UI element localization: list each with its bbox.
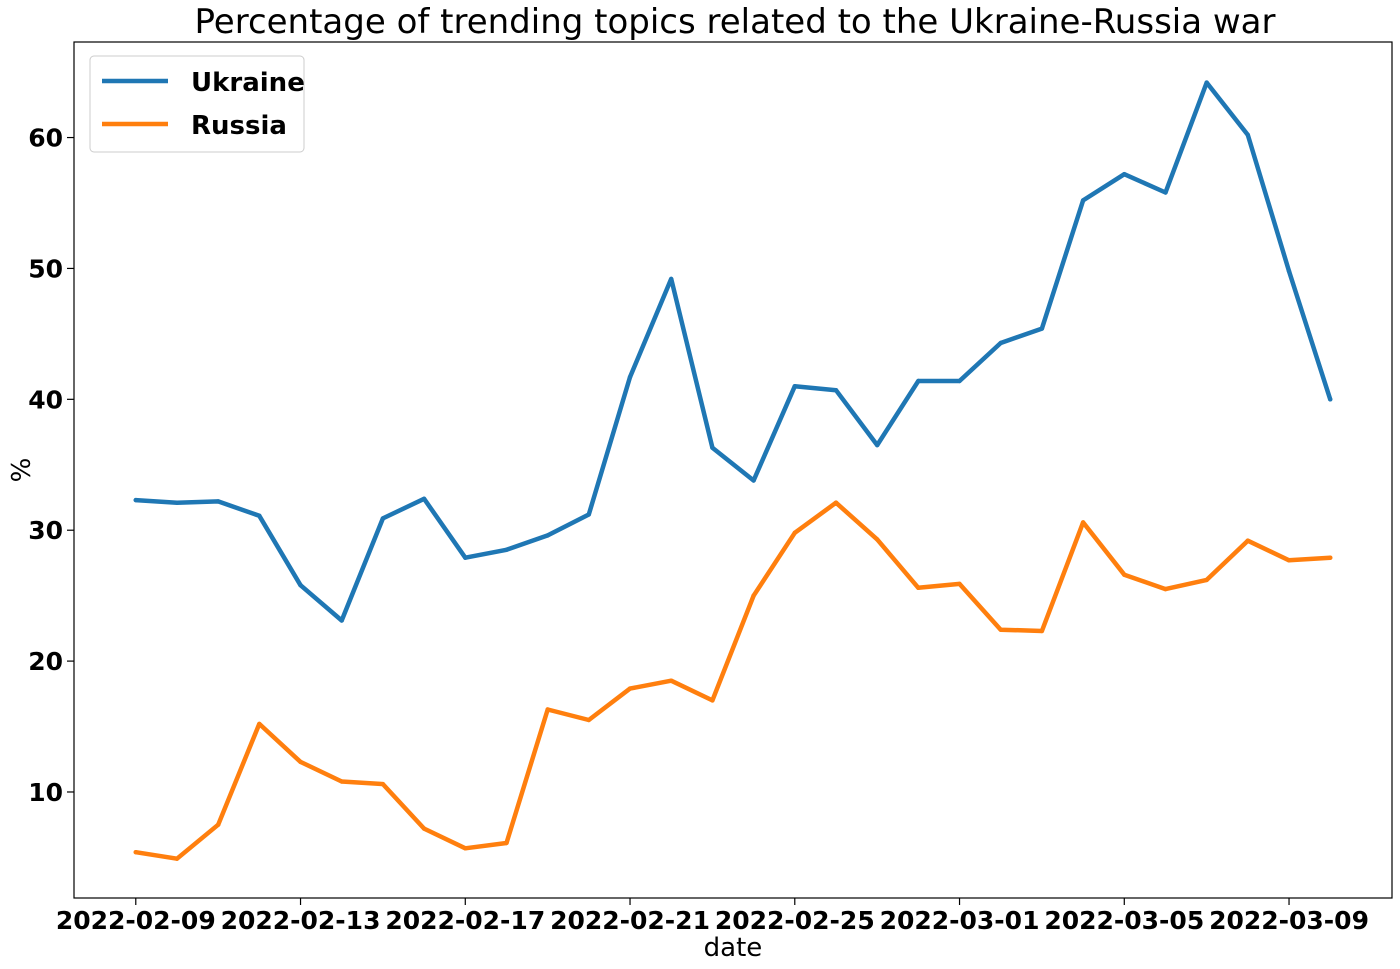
data-point-russia bbox=[421, 826, 427, 831]
data-point-ukraine bbox=[339, 618, 344, 623]
legend-label-russia: Russia bbox=[191, 111, 287, 141]
data-point-russia bbox=[1286, 558, 1292, 563]
plot-frame bbox=[73, 41, 1393, 899]
data-point-russia bbox=[174, 856, 180, 861]
data-point-russia bbox=[504, 840, 509, 846]
data-point-russia bbox=[1080, 520, 1086, 525]
data-point-ukraine bbox=[586, 512, 591, 517]
data-point-russia bbox=[916, 585, 921, 590]
x-axis-label: date bbox=[704, 933, 763, 963]
data-point-ukraine bbox=[1286, 268, 1292, 274]
data-point-russia bbox=[833, 500, 839, 505]
y-axis: 10 20 30 40 50 60 bbox=[28, 124, 74, 807]
chart-title: Percentage of trending topics related to… bbox=[195, 2, 1276, 42]
x-tick-label: 2022-02-17 bbox=[385, 906, 545, 935]
data-point-ukraine bbox=[751, 478, 756, 483]
data-point-russia bbox=[586, 717, 591, 723]
y-tick-label: 50 bbox=[28, 254, 63, 283]
data-point-ukraine bbox=[833, 388, 839, 393]
data-point-russia bbox=[133, 850, 138, 855]
data-point-russia bbox=[751, 593, 756, 598]
x-tick-label: 2022-02-09 bbox=[56, 906, 216, 935]
data-point-ukraine bbox=[174, 500, 180, 505]
data-point-russia bbox=[216, 822, 221, 827]
x-tick-label: 2022-02-13 bbox=[221, 906, 381, 935]
data-point-ukraine bbox=[998, 340, 1003, 346]
data-point-russia bbox=[1328, 555, 1333, 560]
x-tick-label: 2022-02-21 bbox=[550, 906, 710, 935]
data-point-ukraine bbox=[298, 583, 303, 588]
data-point-russia bbox=[298, 759, 303, 765]
data-point-ukraine bbox=[463, 555, 468, 560]
data-point-ukraine bbox=[1204, 80, 1209, 85]
data-point-russia bbox=[463, 846, 468, 851]
data-point-ukraine bbox=[545, 533, 550, 538]
data-point-russia bbox=[339, 779, 344, 784]
data-point-russia bbox=[545, 707, 550, 712]
data-point-ukraine bbox=[1122, 172, 1127, 177]
data-point-ukraine bbox=[710, 445, 715, 450]
data-point-ukraine bbox=[257, 513, 262, 518]
data-point-ukraine bbox=[1080, 198, 1086, 203]
data-point-russia bbox=[257, 721, 262, 727]
data-point-russia bbox=[1204, 577, 1209, 583]
data-point-russia bbox=[998, 627, 1003, 632]
data-point-ukraine bbox=[1245, 132, 1251, 138]
data-point-ukraine bbox=[916, 378, 921, 384]
x-tick-label: 2022-03-01 bbox=[880, 906, 1040, 935]
series-line-ukraine bbox=[133, 80, 1333, 623]
data-point-russia bbox=[792, 530, 797, 535]
legend-label-ukraine: Ukraine bbox=[191, 68, 305, 98]
data-point-russia bbox=[957, 581, 962, 587]
data-point-ukraine bbox=[421, 496, 427, 501]
data-point-ukraine bbox=[133, 497, 138, 503]
series-line-russia bbox=[133, 500, 1333, 861]
data-point-ukraine bbox=[875, 442, 880, 448]
y-tick-label: 10 bbox=[28, 778, 63, 807]
data-point-ukraine bbox=[792, 384, 797, 389]
x-axis: 2022-02-09 2022-02-13 2022-02-17 2022-02-21… bbox=[56, 898, 1369, 935]
data-point-russia bbox=[1245, 538, 1251, 543]
data-point-russia bbox=[1163, 586, 1168, 592]
data-point-ukraine bbox=[1163, 190, 1168, 195]
data-point-ukraine bbox=[1039, 326, 1045, 331]
plot-area bbox=[133, 80, 1333, 861]
data-point-russia bbox=[669, 678, 674, 683]
data-point-ukraine bbox=[627, 374, 633, 380]
x-tick-label: 2022-03-05 bbox=[1044, 906, 1204, 935]
y-tick-label: 30 bbox=[28, 516, 63, 545]
data-point-ukraine bbox=[669, 276, 674, 282]
data-point-russia bbox=[1039, 628, 1045, 634]
data-point-ukraine bbox=[216, 499, 221, 504]
y-tick-label: 40 bbox=[28, 385, 63, 414]
x-tick-label: 2022-03-09 bbox=[1209, 906, 1369, 935]
y-tick-label: 60 bbox=[28, 124, 63, 153]
data-point-ukraine bbox=[957, 378, 962, 384]
y-axis-label: % bbox=[7, 458, 37, 483]
x-tick-label: 2022-02-25 bbox=[715, 906, 875, 935]
data-point-russia bbox=[627, 686, 633, 691]
data-point-russia bbox=[380, 781, 386, 787]
data-point-ukraine bbox=[504, 547, 509, 552]
data-point-russia bbox=[710, 698, 715, 703]
data-point-russia bbox=[1122, 572, 1127, 577]
legend: Ukraine Russia bbox=[89, 55, 305, 153]
data-point-russia bbox=[875, 537, 880, 542]
data-point-ukraine bbox=[380, 516, 386, 521]
y-tick-label: 20 bbox=[28, 647, 63, 676]
data-point-ukraine bbox=[1328, 397, 1333, 402]
